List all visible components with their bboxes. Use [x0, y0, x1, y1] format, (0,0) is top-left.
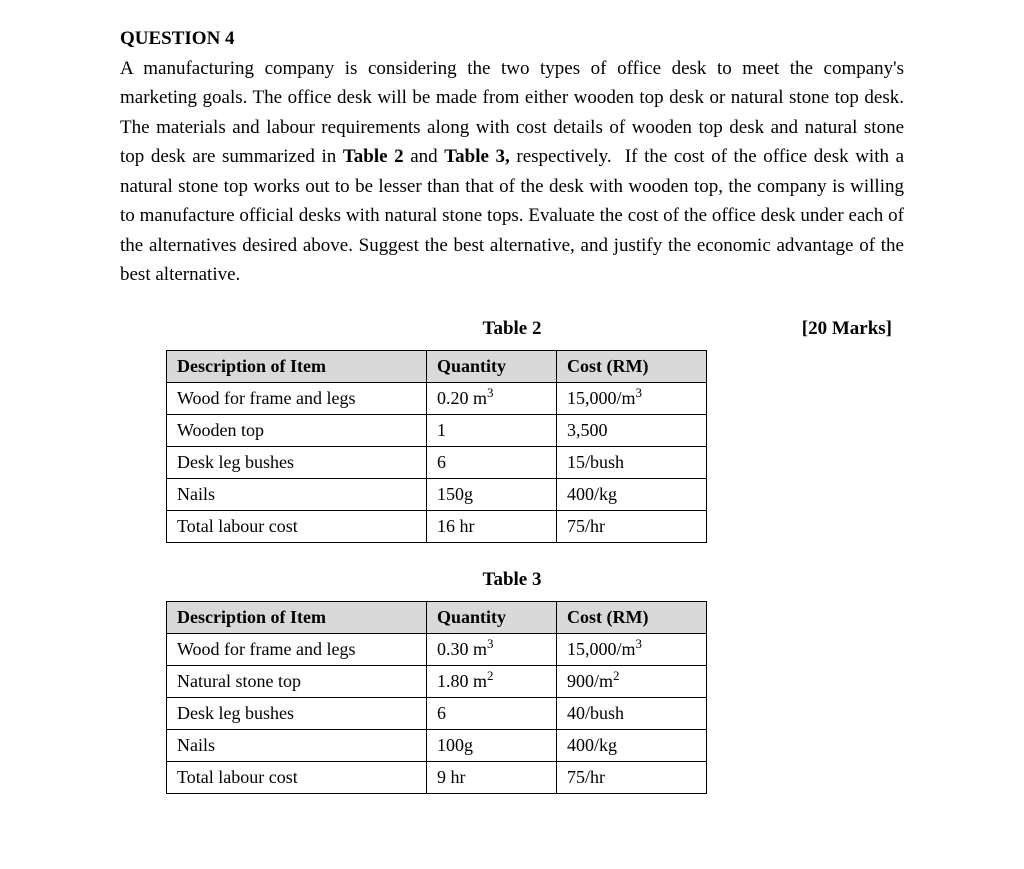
cell-qty: 150g: [427, 478, 557, 510]
table3-col-desc: Description of Item: [167, 601, 427, 633]
question-body: A manufacturing company is considering t…: [120, 54, 904, 290]
cell-cost: 15,000/m3: [557, 633, 707, 665]
cell-qty: 0.20 m3: [427, 382, 557, 414]
cell-cost: 75/hr: [557, 761, 707, 793]
table2-body: Wood for frame and legs0.20 m315,000/m3W…: [167, 382, 707, 542]
table-row: Desk leg bushes615/bush: [167, 446, 707, 478]
cell-cost: 15/bush: [557, 446, 707, 478]
table3-header-row: Description of Item Quantity Cost (RM): [167, 601, 707, 633]
table-row: Wood for frame and legs0.30 m315,000/m3: [167, 633, 707, 665]
cell-qty: 1: [427, 414, 557, 446]
cell-qty: 6: [427, 446, 557, 478]
table-row: Natural stone top1.80 m2900/m2: [167, 665, 707, 697]
table3-body: Wood for frame and legs0.30 m315,000/m3N…: [167, 633, 707, 793]
question-heading: QUESTION 4: [120, 28, 904, 50]
table2-col-qty: Quantity: [427, 350, 557, 382]
table2-header-row: Description of Item Quantity Cost (RM): [167, 350, 707, 382]
cell-desc: Nails: [167, 729, 427, 761]
cell-desc: Desk leg bushes: [167, 446, 427, 478]
table-row: Desk leg bushes640/bush: [167, 697, 707, 729]
table-row: Total labour cost9 hr75/hr: [167, 761, 707, 793]
table-row: Wooden top13,500: [167, 414, 707, 446]
table2: Description of Item Quantity Cost (RM) W…: [166, 350, 707, 543]
document-page: QUESTION 4 A manufacturing company is co…: [0, 0, 1024, 869]
table-row: Total labour cost16 hr75/hr: [167, 510, 707, 542]
cell-desc: Wood for frame and legs: [167, 633, 427, 665]
cell-qty: 9 hr: [427, 761, 557, 793]
table2-wrap: Description of Item Quantity Cost (RM) W…: [120, 350, 904, 543]
cell-desc: Natural stone top: [167, 665, 427, 697]
table2-caption: Table 2: [120, 318, 904, 340]
cell-qty: 0.30 m3: [427, 633, 557, 665]
table3-col-qty: Quantity: [427, 601, 557, 633]
cell-desc: Desk leg bushes: [167, 697, 427, 729]
cell-desc: Total labour cost: [167, 761, 427, 793]
cell-desc: Wood for frame and legs: [167, 382, 427, 414]
table3-col-cost: Cost (RM): [557, 601, 707, 633]
cell-cost: 400/kg: [557, 478, 707, 510]
cell-qty: 6: [427, 697, 557, 729]
table2-col-desc: Description of Item: [167, 350, 427, 382]
cell-desc: Total labour cost: [167, 510, 427, 542]
table-row: Wood for frame and legs0.20 m315,000/m3: [167, 382, 707, 414]
cell-cost: 40/bush: [557, 697, 707, 729]
table3-caption: Table 3: [120, 569, 904, 591]
cell-cost: 900/m2: [557, 665, 707, 697]
cell-cost: 75/hr: [557, 510, 707, 542]
table3: Description of Item Quantity Cost (RM) W…: [166, 601, 707, 794]
cell-qty: 1.80 m2: [427, 665, 557, 697]
table-row: Nails100g400/kg: [167, 729, 707, 761]
cell-desc: Nails: [167, 478, 427, 510]
table-row: Nails150g400/kg: [167, 478, 707, 510]
cell-cost: 400/kg: [557, 729, 707, 761]
cell-cost: 3,500: [557, 414, 707, 446]
cell-qty: 16 hr: [427, 510, 557, 542]
table2-col-cost: Cost (RM): [557, 350, 707, 382]
cell-qty: 100g: [427, 729, 557, 761]
cell-desc: Wooden top: [167, 414, 427, 446]
cell-cost: 15,000/m3: [557, 382, 707, 414]
table3-wrap: Description of Item Quantity Cost (RM) W…: [120, 601, 904, 794]
